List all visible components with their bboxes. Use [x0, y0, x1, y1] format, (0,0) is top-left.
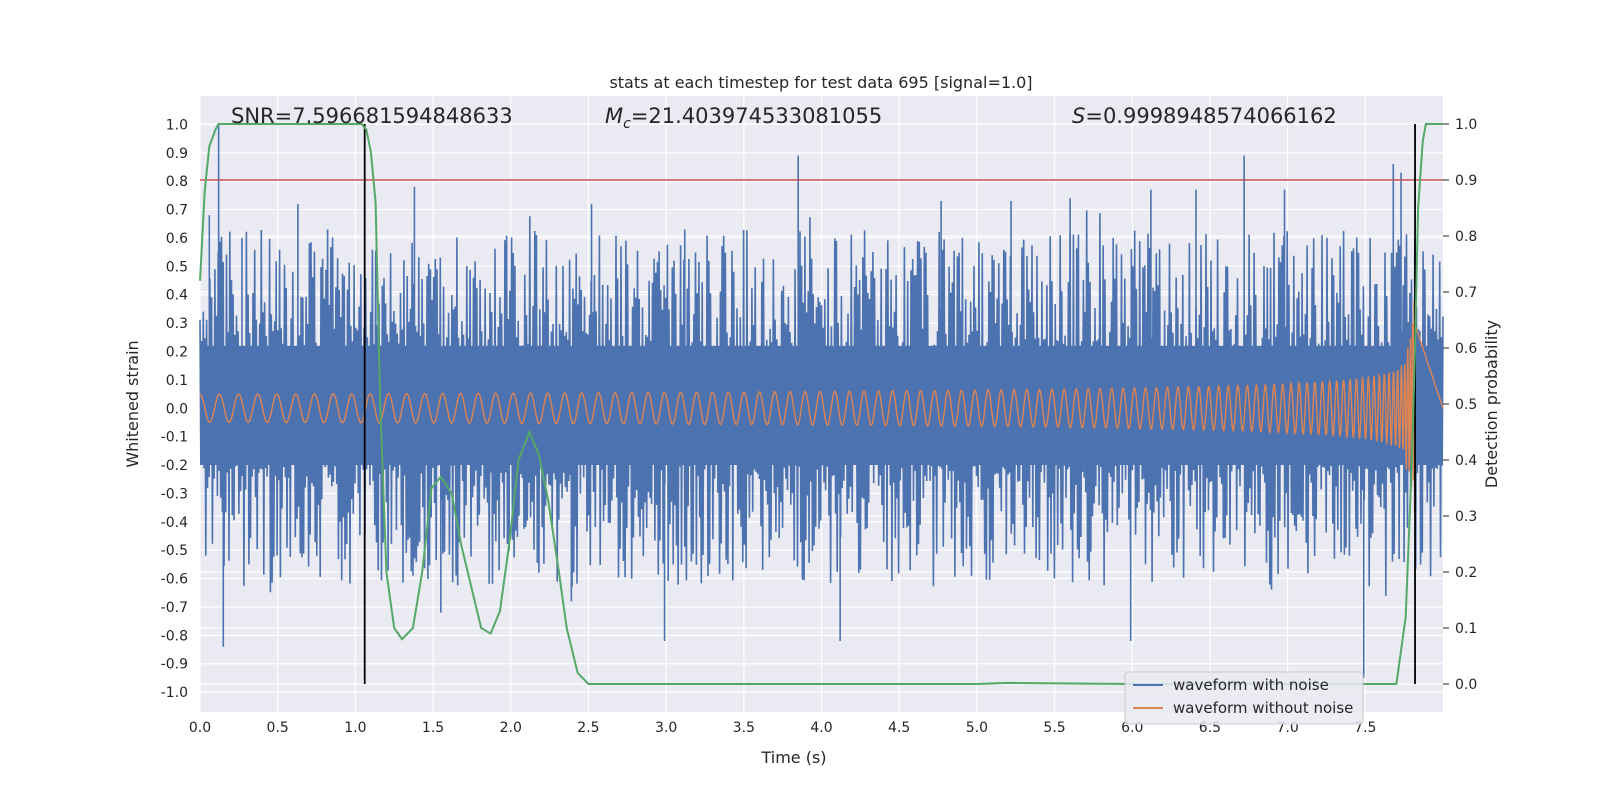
y-right-tick-label-4: 0.6 — [1455, 341, 1477, 357]
y-left-tick-label-12: -0.2 — [161, 458, 188, 474]
noise-trace — [199, 210, 1444, 596]
y-left-tick-label-13: -0.3 — [161, 486, 188, 502]
legend: waveform with noise waveform without noi… — [1124, 671, 1364, 725]
chirp-mass-subscript: c — [623, 116, 631, 132]
y-right-tick-label-3: 0.7 — [1455, 285, 1477, 301]
y-right-tick-label-8: 0.2 — [1455, 565, 1477, 581]
y-left-tick-label-11: -0.1 — [161, 430, 188, 446]
x-tick-label-3: 1.5 — [422, 720, 444, 736]
x-tick-label-4: 2.0 — [500, 720, 522, 736]
noise-core-band — [200, 345, 1443, 466]
annotation-snr: SNR=7.596681594848633 — [231, 104, 513, 128]
y-left-tick-label-10: 0.0 — [166, 401, 188, 417]
y-right-tick-label-5: 0.5 — [1455, 397, 1477, 413]
y-left-tick-label-8: 0.2 — [166, 344, 188, 360]
y-left-tick-label-4: 0.6 — [166, 231, 188, 247]
annotation-chirp-mass: Mc=21.403974533081055 — [605, 104, 882, 132]
x-tick-label-6: 3.0 — [655, 720, 677, 736]
y-left-tick-label-15: -0.5 — [161, 543, 188, 559]
y-axis-left-label: Whitened strain — [123, 340, 142, 467]
y-left-tick-label-0: 1.0 — [166, 117, 188, 133]
y-left-tick-label-20: -1.0 — [161, 685, 188, 701]
x-tick-label-2: 1.0 — [344, 720, 366, 736]
x-tick-label-10: 5.0 — [966, 720, 988, 736]
x-axis-label: Time (s) — [760, 748, 826, 767]
x-tick-label-0: 0.0 — [189, 720, 211, 736]
y-right-tick-label-9: 0.1 — [1455, 621, 1477, 637]
x-tick-label-8: 4.0 — [810, 720, 832, 736]
y-left-tick-label-18: -0.8 — [161, 628, 188, 644]
y-axis-right-label: Detection probability — [1482, 320, 1501, 488]
marker-lines — [200, 124, 1443, 684]
y-left-tick-label-14: -0.4 — [161, 515, 188, 531]
y-right-tick-label-2: 0.8 — [1455, 229, 1477, 245]
legend-label-noise: waveform with noise — [1173, 676, 1329, 694]
y-left-tick-label-9: 0.1 — [166, 373, 188, 389]
y-right-tick-label-10: 0.0 — [1455, 677, 1477, 693]
y-left-tick-label-5: 0.5 — [166, 259, 188, 275]
chirp-mass-value: =21.403974533081055 — [631, 104, 882, 128]
y-left-tick-label-19: -0.9 — [161, 657, 188, 673]
s-symbol: S — [1072, 104, 1085, 128]
x-tick-label-5: 2.5 — [577, 720, 599, 736]
s-value: =0.9998948574066162 — [1085, 104, 1336, 128]
chart-title: stats at each timestep for test data 695… — [609, 73, 1032, 92]
y-left-tick-label-6: 0.4 — [166, 288, 188, 304]
chirp-mass-symbol: M — [605, 104, 623, 128]
x-tick-label-7: 3.5 — [733, 720, 755, 736]
y-left-tick-label-17: -0.7 — [161, 600, 188, 616]
y-left-tick-label-3: 0.7 — [166, 203, 188, 219]
tick-labels: 0.0 0.5 1.0 1.5 2.0 2.5 3.0 3.5 4.0 4.5 5.0 5.5 6.0 6… — [161, 117, 1478, 736]
annotation-s: S=0.9998948574066162 — [1072, 104, 1337, 128]
clean-chirp-trace — [199, 301, 1444, 513]
x-tick-label-9: 4.5 — [888, 720, 910, 736]
y-right-tick-label-6: 0.4 — [1455, 453, 1477, 469]
y-left-tick-label-1: 0.9 — [166, 146, 188, 162]
y-left-tick-label-2: 0.8 — [166, 174, 188, 190]
y-left-tick-label-7: 0.3 — [166, 316, 188, 332]
y-right-tick-label-0: 1.0 — [1455, 117, 1477, 133]
legend-box — [1124, 671, 1364, 725]
y-left-tick-label-16: -0.6 — [161, 572, 188, 588]
legend-label-clean: waveform without noise — [1173, 699, 1353, 717]
y-right-tick-label-1: 0.9 — [1455, 173, 1477, 189]
y-right-tick-label-7: 0.3 — [1455, 509, 1477, 525]
x-tick-label-11: 5.5 — [1043, 720, 1065, 736]
x-tick-label-1: 0.5 — [267, 720, 289, 736]
series-waveform-without-noise — [199, 301, 1444, 513]
